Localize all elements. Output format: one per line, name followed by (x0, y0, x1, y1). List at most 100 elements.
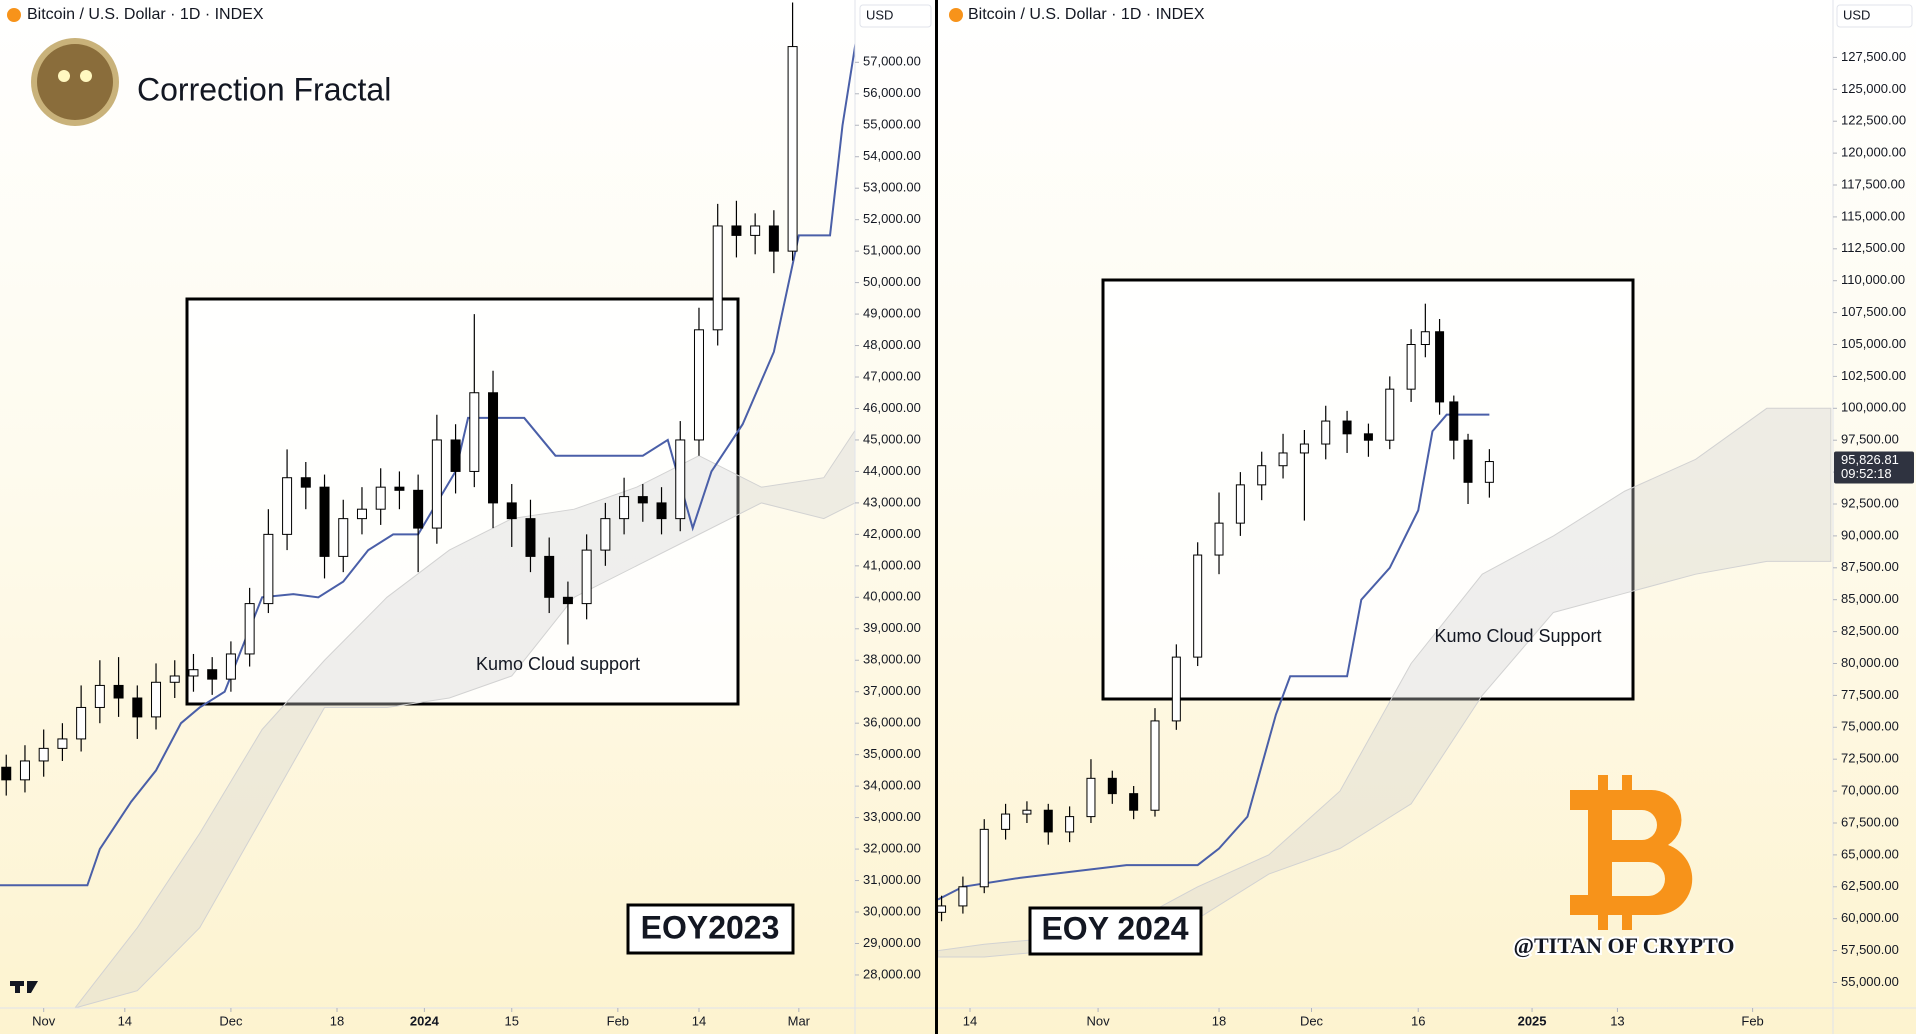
currency-label: USD (1843, 7, 1870, 22)
y-tick-label: 36,000.00 (863, 715, 921, 730)
x-tick-label: Mar (788, 1013, 811, 1028)
chart-title: Bitcoin / U.S. Dollar · 1D · INDEX (27, 6, 264, 23)
candle-body (356, 508, 367, 520)
x-tick-label: Dec (219, 1013, 243, 1028)
annotation: Kumo Cloud Support (1434, 626, 1601, 646)
x-tick-label: 16 (1411, 1013, 1425, 1028)
candle-body (1235, 484, 1245, 524)
y-tick-label: 97,500.00 (1841, 432, 1899, 447)
x-tick-label: Feb (1741, 1013, 1763, 1028)
y-tick-label: 92,500.00 (1841, 495, 1899, 510)
y-tick-label: 46,000.00 (863, 400, 921, 415)
candle-body (413, 489, 424, 529)
candle-body (787, 46, 798, 252)
y-tick-label: 50,000.00 (863, 274, 921, 289)
price-tag-value: 95,826.81 (1841, 452, 1899, 467)
highlight-box (1101, 278, 1635, 701)
y-tick-label: 107,500.00 (1841, 304, 1906, 319)
candle-body (1001, 813, 1011, 830)
y-tick-label: 122,500.00 (1841, 113, 1906, 128)
base-line (938, 413, 1490, 901)
y-tick-label: 43,000.00 (863, 494, 921, 509)
y-tick-label: 32,000.00 (863, 841, 921, 856)
candle-body (469, 392, 480, 472)
candle-body (113, 684, 124, 699)
candle-body (38, 747, 49, 762)
y-tick-label: 120,000.00 (1841, 145, 1906, 160)
y-tick-label: 90,000.00 (1841, 527, 1899, 542)
candle-body (1214, 522, 1224, 556)
y-tick-label: 40,000.00 (863, 589, 921, 604)
y-tick-label: 56,000.00 (863, 85, 921, 100)
y-tick-label: 57,000.00 (863, 54, 921, 69)
y-tick-label: 80,000.00 (1841, 655, 1899, 670)
candle-body (1150, 720, 1160, 811)
symbol-icon (949, 8, 963, 22)
candle-body (712, 225, 723, 331)
y-tick-label: 115,000.00 (1841, 208, 1905, 223)
y-tick-label: 55,000.00 (863, 117, 921, 132)
plot-left (0, 2, 855, 1008)
x-tick-label: Feb (607, 1013, 629, 1028)
candle-body (188, 669, 199, 677)
candle-body (300, 477, 311, 488)
candle-body (1086, 777, 1096, 818)
label-box (626, 903, 795, 955)
candle-body (1171, 656, 1181, 722)
y-tick-label: 47,000.00 (863, 368, 921, 383)
candle-body (319, 486, 330, 557)
candle-body (958, 886, 968, 907)
price-tag-countdown: 09:52:18 (1841, 466, 1892, 481)
candle-body (244, 603, 255, 655)
y-tick-label: 35,000.00 (863, 746, 921, 761)
candle-body (1022, 809, 1032, 815)
candle-body (600, 518, 611, 551)
y-tick-label: 28,000.00 (863, 966, 921, 981)
candle-body (1065, 816, 1075, 833)
candle-body (1463, 439, 1473, 483)
candle-body (282, 477, 293, 535)
x-tick-label: 14 (692, 1013, 706, 1028)
candle-body (1420, 331, 1430, 346)
candle-body (1, 766, 12, 781)
y-tick-label: 112,500.00 (1841, 240, 1905, 255)
symbol-icon (7, 8, 21, 22)
candle-body (1406, 344, 1416, 390)
x-tick-label: 15 (505, 1013, 519, 1028)
currency-box[interactable] (859, 4, 932, 28)
candle-body (1257, 465, 1267, 486)
candle-body (1129, 793, 1139, 811)
y-tick-label: 127,500.00 (1841, 49, 1906, 64)
candle-body (338, 518, 349, 557)
candle-body (431, 439, 442, 529)
y-tick-label: 65,000.00 (1841, 846, 1899, 861)
candle-body (768, 225, 779, 252)
y-tick-label: 62,500.00 (1841, 878, 1899, 893)
candle-body (693, 329, 704, 441)
x-tick-label: 18 (1212, 1013, 1226, 1028)
candle-body (263, 533, 274, 605)
chart-title: Bitcoin / U.S. Dollar · 1D · INDEX (968, 6, 1205, 23)
axes: 28,000.00 29,000.00 30,000.00 31,000.00 32,0… (7, 4, 1914, 1028)
y-tick-label: 31,000.00 (863, 872, 921, 887)
candle-body (675, 439, 686, 520)
y-tick-label: 51,000.00 (863, 243, 921, 258)
y-tick-label: 125,000.00 (1841, 81, 1906, 96)
label-box (1028, 906, 1203, 956)
y-tick-label: 41,000.00 (863, 557, 921, 572)
candle-body (94, 684, 105, 708)
currency-box[interactable] (1836, 4, 1913, 28)
candle-body (1342, 420, 1352, 435)
x-tick-label: Nov (1087, 1013, 1111, 1028)
candle-body (132, 697, 143, 718)
candle-body (207, 669, 218, 680)
candle-body (375, 486, 386, 510)
y-tick-label: 55,000.00 (1841, 974, 1899, 989)
avatar-eye (58, 70, 70, 82)
tv-logo (10, 981, 38, 993)
y-tick-label: 57,500.00 (1841, 942, 1899, 957)
y-tick-label: 85,000.00 (1841, 591, 1899, 606)
y-tick-label: 37,000.00 (863, 683, 921, 698)
currency-label: USD (866, 7, 893, 22)
